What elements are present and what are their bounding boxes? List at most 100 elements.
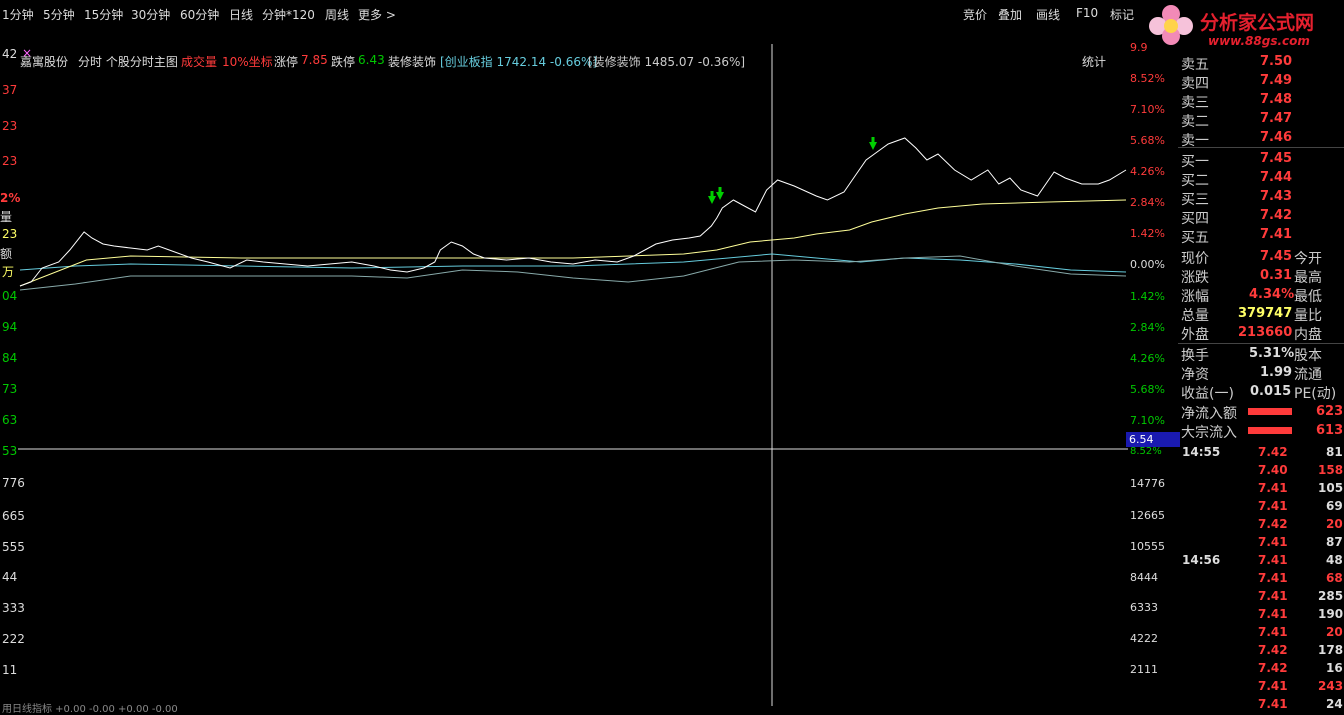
tf-15min-button[interactable]: 15分钟 [84, 8, 124, 22]
tick-volume: 69 [1326, 499, 1343, 513]
tick-price: 7.41 [1258, 589, 1288, 603]
tf-daily-button[interactable]: 日线 [229, 8, 254, 22]
stats-label[interactable]: 统计 [1082, 55, 1107, 69]
quote-extra: 最低 [1294, 289, 1322, 305]
tick-price: 7.42 [1258, 643, 1288, 657]
quote-value: 0.31 [1260, 268, 1293, 283]
logo-title: 分析家公式网 [1200, 12, 1315, 34]
ask5-price: 7.50 [1260, 54, 1293, 69]
index-line-2 [19, 255, 1127, 291]
right-axis-label: 0.00% [1130, 258, 1165, 271]
tick-volume: 285 [1318, 589, 1344, 603]
ask4-price: 7.49 [1260, 73, 1293, 88]
bid3-label: 买三 [1181, 192, 1209, 208]
more-menu-button[interactable]: 更多 > [358, 8, 396, 22]
left-vol-label: 555 [2, 540, 25, 554]
index-line-1 [19, 253, 1127, 273]
ask3-price: 7.48 [1260, 92, 1293, 107]
tf-1min-button[interactable]: 1分钟 [2, 8, 34, 22]
bid2-label: 买二 [1181, 173, 1209, 189]
tf-5min-button[interactable]: 5分钟 [43, 8, 75, 22]
bid2-price: 7.44 [1260, 170, 1293, 185]
right-vol-label: 2111 [1130, 663, 1158, 676]
right-axis-label: 7.10% [1130, 414, 1165, 427]
sector-info: [装修装饰 1485.07 -0.36%] [588, 55, 746, 69]
right-axis-label: 4.26% [1130, 352, 1165, 365]
bid1-price: 7.45 [1260, 151, 1293, 166]
tick-volume: 24 [1326, 697, 1343, 711]
cursor-value: 6.54 [1129, 433, 1154, 446]
flow-label: 大宗流入 [1181, 425, 1237, 441]
quote-label: 收益(一) [1181, 386, 1234, 402]
tick-volume: 20 [1326, 517, 1343, 531]
overlay-button[interactable]: 叠加 [998, 8, 1023, 22]
right-axis-label: 4.26% [1130, 165, 1165, 178]
logo [1140, 0, 1344, 52]
right-axis-label: 5.68% [1130, 383, 1165, 396]
limit-down-value: 6.43 [358, 53, 385, 67]
tick-volume: 190 [1318, 607, 1344, 621]
quote-label: 总量 [1181, 308, 1209, 324]
tick-volume: 48 [1326, 553, 1343, 567]
flow-value: 623 [1316, 404, 1344, 419]
auction-button[interactable]: 竞价 [963, 8, 988, 22]
right-axis-label: 2.84% [1130, 321, 1165, 334]
tick-price: 7.42 [1258, 517, 1288, 531]
tick-price: 7.42 [1258, 661, 1288, 675]
quote-value: 379747 [1238, 306, 1293, 321]
tf-min120-button[interactable]: 分钟*120 [262, 8, 315, 22]
tick-volume: 20 [1326, 625, 1343, 639]
quote-label: 净资 [1181, 367, 1209, 383]
quote-extra: PE(动) [1294, 386, 1337, 402]
tick-price: 7.41 [1258, 499, 1288, 513]
quote-label: 换手 [1181, 348, 1209, 364]
limit-up-value: 7.85 [301, 53, 328, 67]
limit-down-label: 跌停 [331, 55, 356, 69]
left-axis-label: 73 [2, 382, 18, 396]
right-axis-label: 9.9 [1130, 41, 1148, 54]
bottom-indicator-text: 用日线指标 +0.00 -0.00 +0.00 -0.00 [2, 704, 178, 715]
timeframe-toolbar: 1分钟 5分钟 15分钟 30分钟 60分钟 日线 分钟*120 周线 更多 >… [0, 0, 1140, 24]
ask2-label: 卖二 [1181, 114, 1209, 130]
average-price-line [19, 199, 1127, 287]
tf-60min-button[interactable]: 60分钟 [180, 8, 220, 22]
right-vol-label: 8444 [1130, 571, 1158, 584]
close-icon[interactable]: × [22, 46, 33, 60]
tick-volume: 243 [1318, 679, 1344, 693]
quote-value: 4.34% [1249, 287, 1295, 302]
mark-button[interactable]: 标记 [1110, 8, 1135, 22]
ask5-label: 卖五 [1181, 57, 1209, 73]
bid5-label: 买五 [1181, 230, 1209, 246]
down-arrow-icon [708, 137, 877, 204]
draw-button[interactable]: 画线 [1036, 8, 1061, 22]
left-axis-label: 94 [2, 320, 18, 334]
left-axis-label: 23 [2, 154, 18, 168]
tick-price: 7.41 [1258, 607, 1288, 621]
right-axis-label: 7.10% [1130, 103, 1165, 116]
index-info: [创业板指 1742.14 -0.66%] [440, 55, 598, 69]
limit-up-label: 涨停 [274, 55, 299, 69]
quote-label: 外盘 [1181, 327, 1209, 343]
quote-label: 涨幅 [1181, 289, 1209, 305]
quote-extra: 流通 [1294, 367, 1322, 383]
tick-volume: 68 [1326, 571, 1343, 585]
right-vol-label: 14776 [1130, 477, 1165, 490]
chart-title-bar: 嘉寓股份 分时 个股分时主图 成交量 10%坐标 涨停 7.85 跌停 6.43… [0, 26, 1140, 69]
f10-button[interactable]: F10 [1076, 6, 1099, 20]
tick-volume: 16 [1326, 661, 1343, 675]
quote-value: 7.45 [1260, 249, 1293, 264]
bid4-label: 买四 [1181, 211, 1209, 227]
right-vol-label: 4222 [1130, 632, 1158, 645]
tick-volume: 178 [1318, 643, 1344, 657]
tick-price: 7.41 [1258, 679, 1288, 693]
right-axis-label: 2.84% [1130, 196, 1165, 209]
stock-name: 嘉寓股份 [20, 55, 69, 69]
left-vol-label: 44 [2, 570, 18, 584]
quote-divider [1178, 343, 1344, 344]
tick-time: 14:56 [1182, 553, 1221, 567]
tick-price: 7.41 [1258, 697, 1288, 711]
tick-price: 7.41 [1258, 535, 1288, 549]
tf-30min-button[interactable]: 30分钟 [131, 8, 171, 22]
tf-weekly-button[interactable]: 周线 [325, 8, 350, 22]
